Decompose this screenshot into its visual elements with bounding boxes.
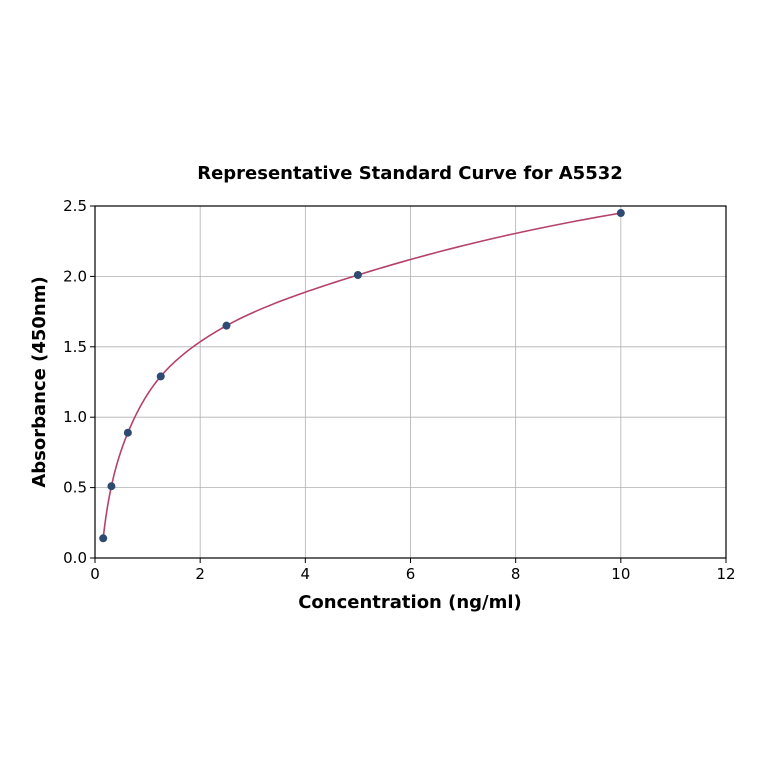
y-tick-label: 1.5: [63, 338, 87, 356]
y-axis-label: Absorbance (450nm): [29, 276, 50, 487]
x-axis-ticks: 0 2 4 6 8 10 12: [90, 558, 736, 583]
x-tick-label: 8: [511, 565, 521, 583]
x-tick-label: 12: [716, 565, 735, 583]
data-point: [222, 321, 231, 330]
x-tick-label: 6: [406, 565, 416, 583]
chart-title: Representative Standard Curve for A5532: [197, 163, 623, 184]
fitted-curve: [102, 212, 621, 539]
data-points: [99, 209, 625, 543]
data-point: [107, 482, 116, 491]
data-point: [353, 270, 362, 279]
y-axis-ticks: 0.0 0.5 1.0 1.5 2.0 2.5: [63, 197, 95, 567]
data-point: [156, 372, 165, 381]
x-tick-label: 0: [90, 565, 100, 583]
x-tick-label: 2: [195, 565, 205, 583]
y-tick-label: 2.5: [63, 197, 87, 215]
y-tick-label: 2.0: [63, 267, 87, 285]
x-tick-label: 4: [301, 565, 311, 583]
y-tick-label: 0.0: [63, 549, 87, 567]
y-tick-label: 1.0: [63, 408, 87, 426]
data-point: [123, 428, 132, 437]
x-tick-label: 10: [611, 565, 630, 583]
data-point: [99, 534, 108, 543]
data-point: [616, 209, 625, 218]
x-axis-label: Concentration (ng/ml): [298, 592, 522, 613]
y-tick-label: 0.5: [63, 479, 87, 497]
